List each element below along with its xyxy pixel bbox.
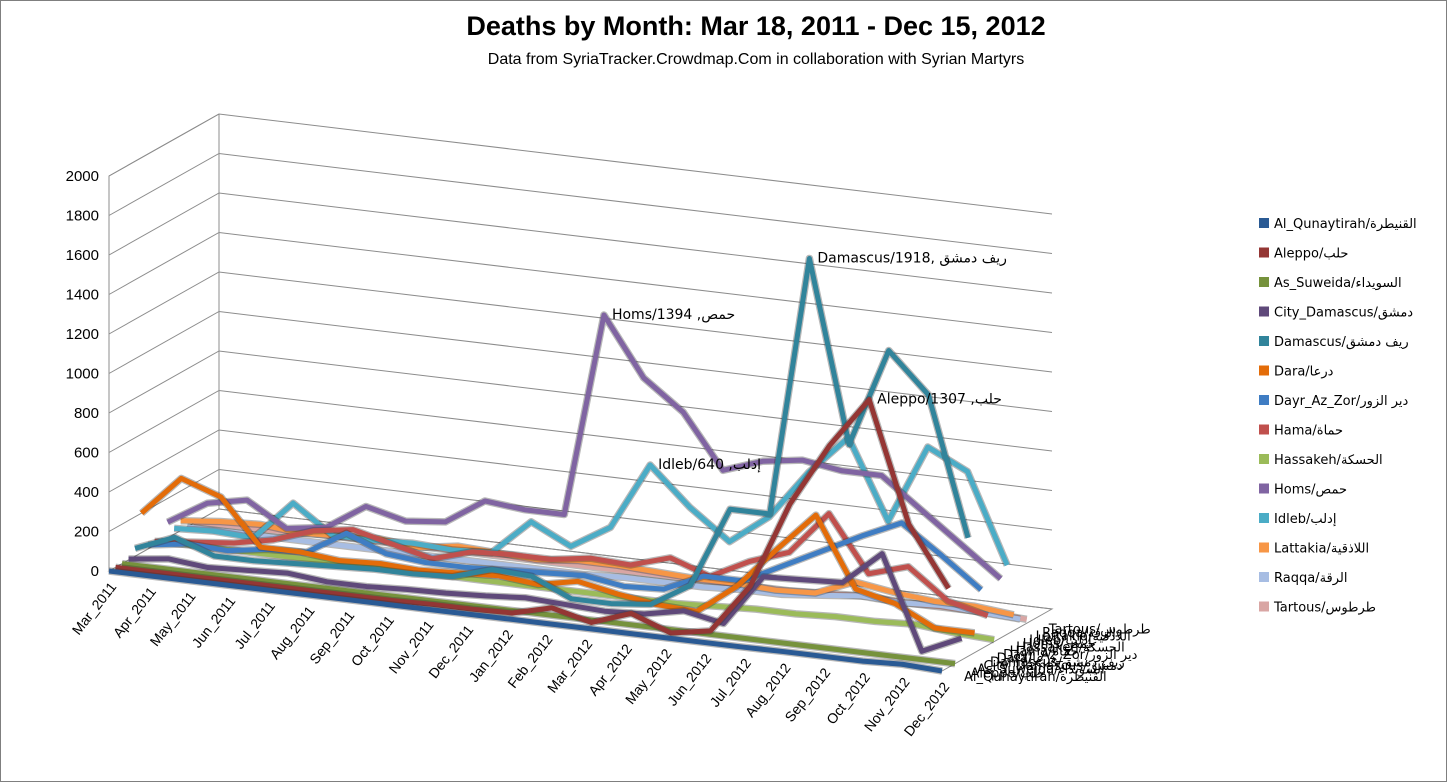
series-line bbox=[139, 475, 975, 636]
legend-entry: City_Damascus/دمشق bbox=[1274, 306, 1413, 321]
series-line bbox=[166, 312, 1003, 581]
legend-swatch bbox=[1259, 277, 1269, 287]
series-line bbox=[115, 397, 951, 636]
data-label: Damascus/1918, ريف دمشق bbox=[817, 250, 1006, 266]
legend-entry: Homs/حمص bbox=[1274, 483, 1347, 498]
legend-entry: Al_Qunaytirah/القنيطرة bbox=[1274, 217, 1417, 232]
y-tick-label: 1200 bbox=[66, 326, 99, 343]
x-tick-label: Jul_2011 bbox=[231, 598, 278, 652]
legend-swatch bbox=[1259, 513, 1269, 523]
series-line-shadow bbox=[173, 433, 1011, 567]
gridline bbox=[108, 192, 1053, 294]
depth-tick-label: Tartous/طرطوس bbox=[1048, 622, 1151, 637]
depth-tick-label: City_Damascus/دمشق bbox=[984, 659, 1123, 674]
data-label: Aleppo/1307 ,حلب bbox=[877, 392, 1002, 408]
y-tick-label: 1400 bbox=[66, 287, 99, 304]
legend-entry: Aleppo/حلب bbox=[1274, 247, 1348, 262]
gridline bbox=[108, 113, 1053, 215]
depth-tick-label: Damascus/ريف دمشق bbox=[990, 655, 1125, 670]
legend-entry: Idleb/إدلب bbox=[1274, 512, 1336, 527]
y-tick-label: 1600 bbox=[66, 247, 99, 264]
series-line bbox=[128, 551, 963, 654]
depth-tick-label: Raqqa/الرقة bbox=[1042, 626, 1116, 641]
legend-swatch bbox=[1259, 542, 1269, 553]
legend-entry: Damascus/ريف دمشق bbox=[1274, 335, 1409, 350]
legend-swatch bbox=[1259, 483, 1269, 494]
depth-tick-label: Dara/درعا bbox=[997, 652, 1057, 667]
depth-tick-label: Al_Qunaytirah/القنيطرة bbox=[964, 670, 1107, 685]
series-line bbox=[173, 434, 1010, 567]
y-tick-label: 800 bbox=[74, 405, 99, 422]
gridline bbox=[108, 389, 1053, 491]
chart-subtitle: Data from SyriaTracker.Crowdmap.Com in c… bbox=[488, 51, 1024, 68]
legend-entry: Dara/درعا bbox=[1274, 365, 1334, 380]
y-tick-label: 1000 bbox=[66, 366, 99, 383]
legend-swatch bbox=[1259, 601, 1269, 612]
legend-swatch bbox=[1259, 454, 1269, 464]
series-line bbox=[154, 511, 989, 619]
x-tick-label: Jul_2012 bbox=[706, 655, 754, 710]
series-line bbox=[121, 561, 956, 667]
legend-swatch bbox=[1259, 247, 1269, 258]
depth-tick-label: Hama/حماة bbox=[1010, 644, 1079, 659]
legend-entry: Hassakeh/الحسكة bbox=[1274, 453, 1383, 468]
depth-tick-label: Aleppo/حلب bbox=[971, 666, 1045, 681]
legend-swatch bbox=[1259, 336, 1269, 346]
gridlines bbox=[108, 113, 1053, 610]
series-line bbox=[160, 539, 995, 643]
data-label: Idleb/640 ,إدلب bbox=[658, 457, 761, 473]
depth-tick-label: Idleb/إدلب bbox=[1029, 633, 1091, 648]
legend-entry: Dayr_Az_Zor/دير الزور bbox=[1274, 394, 1409, 409]
series-lines bbox=[108, 254, 1028, 675]
y-tick-label: 1800 bbox=[66, 208, 99, 225]
gridline bbox=[108, 310, 1053, 412]
depth-tick-label: Lattakia/اللاذقية bbox=[1036, 630, 1131, 645]
gridline bbox=[108, 231, 1053, 333]
legend-swatch bbox=[1259, 395, 1269, 405]
chart-title: Deaths by Month: Mar 18, 2011 - Dec 15, … bbox=[466, 11, 1045, 41]
y-tick-label: 400 bbox=[74, 484, 99, 501]
legend-swatch bbox=[1259, 424, 1269, 435]
legend-swatch bbox=[1259, 218, 1269, 228]
y-axis-ticks: 0 200 400 600 800 1000 1200 1400 1600 1800 2000 bbox=[66, 168, 99, 580]
legend-swatch bbox=[1259, 572, 1269, 582]
legend-entry: Tartous/طرطوس bbox=[1273, 601, 1376, 616]
legend-swatch bbox=[1259, 365, 1269, 376]
series-line bbox=[108, 568, 943, 674]
y-tick-label: 200 bbox=[74, 524, 99, 541]
legend-entry: As_Suweida/السويداء bbox=[1274, 276, 1402, 291]
depth-tick-label: Hassakeh/الحسكة bbox=[1016, 641, 1125, 656]
gridline bbox=[108, 271, 1053, 373]
legend: Al_Qunaytirah/القنيطرة Aleppo/حلب As_Suwei… bbox=[1259, 217, 1417, 616]
gridline bbox=[108, 350, 1053, 452]
y-tick-label: 2000 bbox=[66, 168, 99, 185]
gridline bbox=[108, 152, 1053, 254]
depth-tick-label: Dayr_Az_Zor/دير الزور bbox=[1003, 648, 1138, 663]
legend-entry: Lattakia/اللاذقية bbox=[1274, 542, 1369, 557]
legend-entry: Raqqa/الرقة bbox=[1274, 571, 1348, 586]
y-tick-label: 0 bbox=[91, 563, 99, 580]
legend-entry: Hama/حماة bbox=[1274, 424, 1343, 439]
y-tick-label: 600 bbox=[74, 445, 99, 462]
data-label: Homs/1394 ,حمص bbox=[612, 307, 735, 323]
depth-tick-label: As_Suweida/السويداء bbox=[977, 663, 1105, 678]
depth-axis-ticks: Al_Qunaytirah/القنيطرةAleppo/حلبAs_Suwei… bbox=[964, 622, 1151, 685]
series-line bbox=[180, 518, 1015, 618]
legend-swatch bbox=[1259, 306, 1269, 317]
series-line bbox=[134, 255, 971, 607]
depth-tick-label: Homs/حمص bbox=[1023, 637, 1096, 652]
data-annotations: Damascus/1918, ريف دمشق Homs/1394 ,حمص Ale… bbox=[612, 250, 1007, 473]
